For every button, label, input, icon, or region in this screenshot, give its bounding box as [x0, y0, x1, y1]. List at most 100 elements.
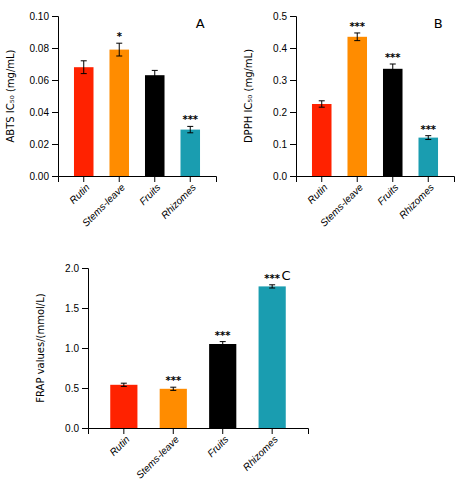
error-bar-stem: [357, 33, 358, 41]
tick-mark: [222, 428, 223, 434]
tick: 0.1: [273, 139, 296, 150]
tick-label: 0.08: [30, 43, 50, 54]
tick-mark: [82, 428, 88, 429]
error-bar-cap: [81, 60, 87, 61]
tick: 2.0: [65, 263, 88, 274]
error-bar: [121, 383, 127, 386]
error-bar-stem: [222, 342, 223, 347]
significance-label: *: [117, 31, 123, 42]
tick-mark: [82, 388, 88, 389]
plot-area: [110, 285, 286, 428]
error-bar-cap: [116, 43, 122, 44]
bar: [145, 75, 165, 176]
tick-mark: [82, 268, 88, 269]
tick-mark: [52, 144, 58, 145]
tick-label: 0.2: [273, 107, 287, 118]
tick-label: Fruits: [375, 182, 400, 207]
error-bar-cap: [354, 32, 360, 33]
bar: [160, 389, 187, 428]
axis-line: [89, 429, 309, 435]
tick-mark: [290, 176, 296, 177]
error-bar: [390, 64, 396, 74]
error-bar-cap: [220, 346, 226, 347]
tick-label: 1.0: [65, 343, 79, 354]
tick: Fruits: [205, 428, 230, 459]
tick-mark: [392, 176, 393, 182]
error-bar-cap: [319, 100, 325, 101]
tick-mark: [52, 80, 58, 81]
tick: 0.10: [30, 11, 58, 22]
y-axis: 0.00.51.01.52.0: [65, 263, 88, 434]
error-bar-cap: [121, 386, 127, 387]
tick: 0.5: [273, 11, 296, 22]
bar: [109, 50, 129, 176]
significance-label: ***: [215, 330, 231, 341]
error-bar: [152, 70, 158, 80]
tick-label: 0.02: [30, 139, 50, 150]
error-bar-cap: [269, 284, 275, 285]
y-axis: 0.000.020.040.060.080.10: [30, 11, 59, 182]
tick-mark: [52, 176, 58, 177]
panel: ****0.000.020.040.060.080.10RutinStems-l…: [5, 11, 217, 229]
error-bar-cap: [121, 383, 127, 384]
tick-label: 2.0: [65, 263, 79, 274]
significance-label: ***: [349, 21, 365, 32]
tick-label: Stems-leave: [80, 181, 127, 228]
tick-mark: [52, 112, 58, 113]
tick-mark: [52, 16, 58, 17]
bar: [180, 130, 200, 176]
tick: 0.06: [30, 75, 58, 86]
tick-label: 0.06: [30, 75, 50, 86]
tick: Fruits: [375, 176, 400, 207]
tick-mark: [428, 176, 429, 182]
error-bar-stem: [428, 136, 429, 140]
tick: 0.3: [273, 75, 296, 86]
tick: Fruits: [137, 176, 162, 207]
tick: 0.08: [30, 43, 58, 54]
bar: [209, 344, 236, 428]
tick-label: 0.0: [273, 171, 287, 182]
tick-label: Rutin: [67, 181, 92, 206]
axis-line: [59, 177, 217, 183]
tick-mark: [357, 176, 358, 182]
tick-mark: [290, 80, 296, 81]
error-bar-cap: [390, 73, 396, 74]
tick: Rhizomes: [159, 176, 198, 221]
tick-mark: [82, 308, 88, 309]
tick-label: 0.3: [273, 75, 287, 86]
error-bar-stem: [119, 43, 120, 56]
tick-label: 0.5: [65, 383, 79, 394]
tick-mark: [290, 16, 296, 17]
error-bar-cap: [425, 135, 431, 136]
error-bar: [116, 43, 122, 56]
tick-label: Stems-leave: [134, 433, 181, 480]
error-bar-stem: [392, 64, 393, 74]
axis-line: [82, 269, 89, 429]
axis-line: [52, 17, 59, 177]
tick-label: Rhizomes: [397, 182, 436, 221]
error-bar-cap: [116, 56, 122, 57]
error-bar-cap: [354, 40, 360, 41]
panel: *********0.00.51.01.52.0RutinStems-leave…: [35, 263, 309, 481]
axis-line: [290, 17, 297, 177]
tick: Rhizomes: [397, 176, 436, 221]
error-bar-cap: [319, 107, 325, 108]
tick-label: 0.1: [273, 139, 287, 150]
error-bar-stem: [154, 70, 155, 80]
tick-mark: [82, 348, 88, 349]
tick-mark: [119, 176, 120, 182]
panel-label: B: [434, 16, 443, 31]
tick-mark: [52, 48, 58, 49]
tick-label: Stems-leave: [318, 181, 365, 228]
bar: [312, 104, 332, 176]
tick-mark: [321, 176, 322, 182]
error-bar-stem: [190, 126, 191, 132]
tick: 0.02: [30, 139, 58, 150]
error-bar-cap: [170, 390, 176, 391]
panel: *********0.00.10.20.30.40.5RutinStems-le…: [243, 11, 455, 229]
tick: Stems-leave: [134, 428, 181, 481]
error-bar-cap: [187, 132, 193, 133]
error-bar-cap: [81, 73, 87, 74]
tick-label: 0.4: [273, 43, 287, 54]
tick: Stems-leave: [318, 176, 365, 229]
